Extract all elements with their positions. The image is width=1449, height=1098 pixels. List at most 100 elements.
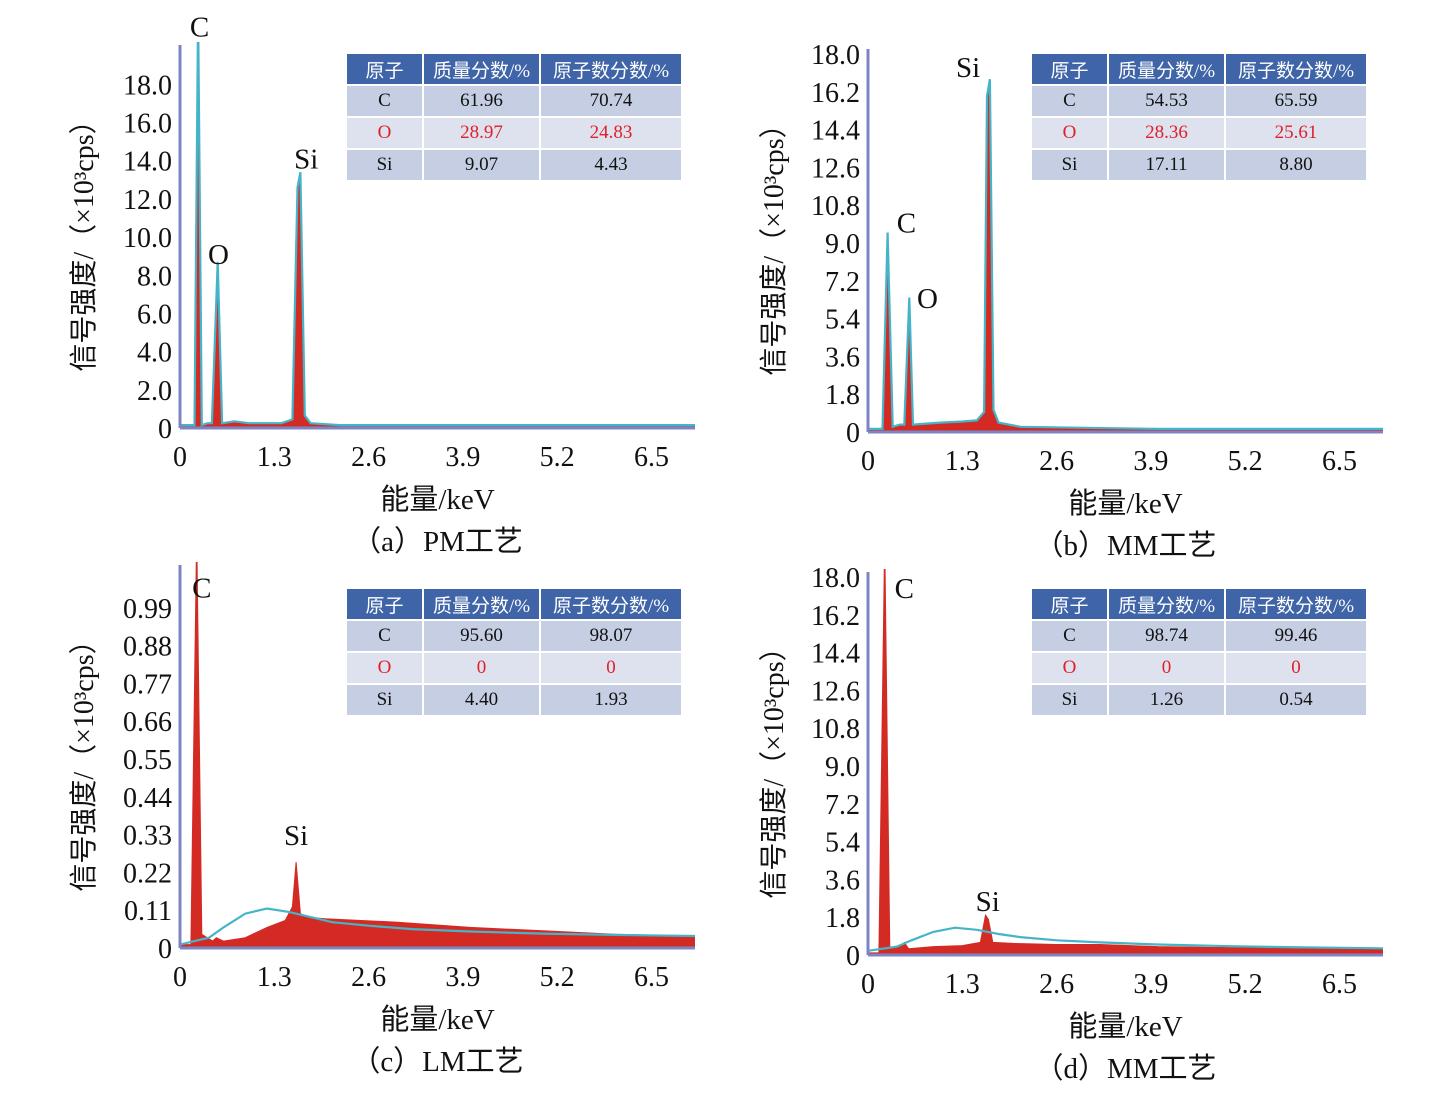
- x-tick-label: 1.3: [257, 962, 292, 993]
- table-header-cell: 原子: [345, 52, 424, 86]
- table-row: C 95.60 98.07: [345, 619, 683, 653]
- spectrum-area: [180, 562, 695, 948]
- y-tick-label: 16.2: [811, 601, 860, 632]
- table-row: Si 4.40 1.93: [345, 683, 683, 717]
- table-header-cell: 原子: [1030, 52, 1109, 86]
- table-header-cell: 质量分数/%: [1107, 52, 1226, 86]
- background-trace-line: [180, 907, 695, 946]
- table-cell: 99.46: [1224, 619, 1368, 653]
- x-tick-label: 6.5: [634, 962, 669, 993]
- x-tick-label: 3.9: [445, 962, 480, 993]
- table-header-row: 原子 质量分数/% 原子数分数/%: [1030, 587, 1368, 621]
- x-tick-label: 5.2: [1228, 446, 1263, 477]
- y-axis-title: 信号强度/（×10³cps）: [759, 633, 790, 899]
- y-axis-title: 信号强度/（×10³cps）: [69, 106, 100, 372]
- y-tick-label: 0.77: [123, 669, 172, 700]
- table-header-row: 原子 质量分数/% 原子数分数/%: [345, 587, 683, 621]
- table-cell: 0.54: [1224, 683, 1368, 717]
- table-header-cell: 质量分数/%: [422, 587, 541, 621]
- y-tick-label: 10.8: [811, 191, 860, 222]
- y-tick-label: 1.8: [825, 903, 860, 934]
- table-cell: O: [345, 651, 424, 685]
- y-tick-label: 18.0: [811, 563, 860, 594]
- y-tick-label: 0: [846, 418, 860, 449]
- table-header-cell: 原子数分数/%: [539, 52, 683, 86]
- x-tick-label: 6.5: [634, 442, 669, 473]
- composition-table: 原子 质量分数/% 原子数分数/% C 54.53 65.59 O 28.36 25.61 Si 1…: [1030, 52, 1368, 182]
- table-cell: 54.53: [1107, 84, 1226, 118]
- y-tick-label: 3.6: [825, 865, 860, 896]
- table-row: Si 9.07 4.43: [345, 148, 683, 182]
- table-cell: Si: [345, 683, 424, 717]
- y-tick-label: 10.8: [811, 714, 860, 745]
- table-cell: 9.07: [422, 148, 541, 182]
- y-tick-label: 10.0: [123, 223, 172, 254]
- table-cell: 4.40: [422, 683, 541, 717]
- x-tick-label: 5.2: [540, 962, 575, 993]
- y-tick-label: 16.2: [811, 78, 860, 109]
- table-row: Si 17.11 8.80: [1030, 148, 1368, 182]
- panel-caption: （d）MM工艺: [1034, 1053, 1217, 1085]
- table-header-cell: 质量分数/%: [1107, 587, 1226, 621]
- table-cell: Si: [1030, 683, 1109, 717]
- table-cell: 28.97: [422, 116, 541, 150]
- table-cell: 0: [539, 651, 683, 685]
- y-tick-label: 0.22: [123, 858, 172, 889]
- y-tick-label: 7.2: [825, 267, 860, 298]
- y-tick-label: 0.55: [123, 745, 172, 776]
- background-trace-line: [180, 42, 695, 427]
- y-tick-label: 4.0: [137, 338, 172, 369]
- y-tick-label: 0.44: [123, 783, 172, 814]
- y-tick-label: 6.0: [137, 299, 172, 330]
- table-header-cell: 原子数分数/%: [539, 587, 683, 621]
- x-tick-label: 3.9: [1133, 446, 1168, 477]
- table-cell: C: [1030, 619, 1109, 653]
- y-tick-label: 0.88: [123, 632, 172, 663]
- x-tick-label: 2.6: [351, 442, 386, 473]
- x-tick-label: 1.3: [945, 969, 980, 1000]
- table-header-row: 原子 质量分数/% 原子数分数/%: [345, 52, 683, 86]
- table-row: O 28.36 25.61: [1030, 116, 1368, 150]
- y-tick-label: 3.6: [825, 342, 860, 373]
- y-axis-title: 信号强度/（×10³cps）: [69, 626, 100, 892]
- table-cell: 98.07: [539, 619, 683, 653]
- y-tick-label: 0.33: [123, 821, 172, 852]
- x-tick-label: 6.5: [1322, 969, 1357, 1000]
- table-cell: 0: [1224, 651, 1368, 685]
- panel-caption: （b）MM工艺: [1034, 530, 1217, 562]
- x-tick-label: 1.3: [257, 442, 292, 473]
- y-tick-label: 0: [846, 941, 860, 972]
- table-cell: 4.43: [539, 148, 683, 182]
- x-tick-label: 0: [173, 962, 187, 993]
- y-tick-label: 12.6: [811, 676, 860, 707]
- y-tick-label: 9.0: [825, 229, 860, 260]
- table-header-cell: 原子数分数/%: [1224, 52, 1368, 86]
- peak-label-si: Si: [956, 52, 980, 84]
- x-tick-label: 6.5: [1322, 446, 1357, 477]
- y-tick-label: 14.0: [123, 147, 172, 178]
- y-tick-label: 14.4: [811, 639, 860, 670]
- peak-label-si: Si: [976, 886, 1000, 918]
- chart-svg: 0 1.8 3.6 5.4 7.2 9.0 10.8 12.6 14.4 16.2 18.0 0 1.3…: [811, 563, 1383, 1000]
- x-tick-label: 0: [861, 446, 875, 477]
- table-row: C 61.96 70.74: [345, 84, 683, 118]
- y-tick-label: 5.4: [825, 828, 860, 859]
- table-row: C 54.53 65.59: [1030, 84, 1368, 118]
- table-cell: 65.59: [1224, 84, 1368, 118]
- table-cell: O: [345, 116, 424, 150]
- table-cell: Si: [1030, 148, 1109, 182]
- y-tick-label: 5.4: [825, 305, 860, 336]
- peak-label-c: C: [895, 573, 914, 605]
- composition-table: 原子 质量分数/% 原子数分数/% C 95.60 98.07 O 0 0 Si 4.40 1.93: [345, 587, 683, 717]
- chart-panel-a: 0 2.0 4.0 6.0 8.0 10.0 12.0 14.0 16.0 18.0 0 1.3 2.6…: [0, 0, 720, 560]
- y-tick-label: 1.8: [825, 380, 860, 411]
- table-cell: O: [1030, 651, 1109, 685]
- chart-panel-d: 0 1.8 3.6 5.4 7.2 9.0 10.8 12.6 14.4 16.2 18.0 0 1.3…: [690, 535, 1410, 1095]
- table-cell: 61.96: [422, 84, 541, 118]
- table-cell: 25.61: [1224, 116, 1368, 150]
- table-cell: 95.60: [422, 619, 541, 653]
- panel-caption: （c）LM工艺: [351, 1046, 524, 1078]
- y-axis-title: 信号强度/（×10³cps）: [759, 110, 790, 376]
- table-cell: Si: [345, 148, 424, 182]
- chart-panel-c: 0 0.11 0.22 0.33 0.44 0.55 0.66 0.77 0.88 0.99 0 1.…: [0, 535, 720, 1095]
